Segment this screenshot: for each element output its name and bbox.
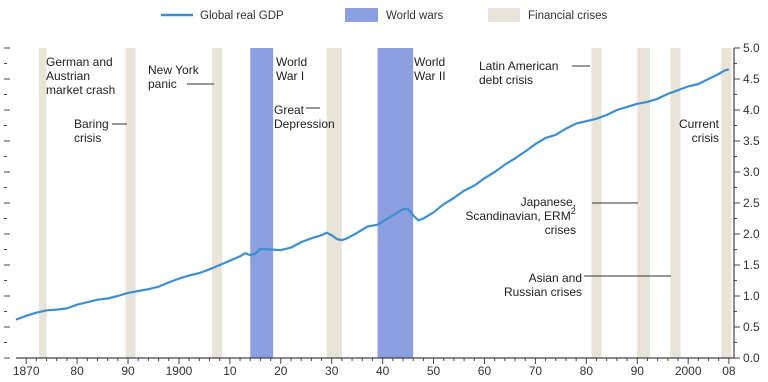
- x-tick-label: 1900: [166, 364, 193, 378]
- x-tick-label: 08: [722, 364, 736, 378]
- series-layer: [15, 68, 730, 321]
- annotation-label: Current crisis: [679, 117, 720, 145]
- x-tick-label: 60: [478, 364, 492, 378]
- x-tick-label: 40: [376, 364, 390, 378]
- annotation-line: crises: [545, 223, 576, 237]
- annotation-line: Great: [274, 103, 305, 117]
- annotation-label: Asian and Russian crises: [504, 271, 582, 299]
- x-tick-label: 50: [427, 364, 441, 378]
- annotation-line: market crash: [46, 83, 115, 97]
- y-tick-label: 0.0: [743, 351, 760, 365]
- y-tick-label: 0.5: [743, 320, 760, 334]
- annotation-label: Great Depression: [274, 103, 335, 131]
- legend-swatch-band: [345, 8, 378, 22]
- y-tick-label: 3.5: [743, 134, 760, 148]
- legend-label: Financial crises: [528, 10, 607, 22]
- annotation-label: World War I: [276, 55, 307, 83]
- annotation-label: Japanese, Scandinavian, ERM2 crises: [465, 195, 576, 237]
- annotation-line: Depression: [274, 117, 335, 131]
- annotations-layer: German and Austrian market crash New York pa…: [46, 55, 720, 299]
- annotation-line: crisis: [74, 131, 101, 145]
- x-tick-label: 90: [631, 364, 645, 378]
- financial-crisis-band: [721, 48, 732, 358]
- legend-label: World wars: [386, 10, 444, 22]
- x-tick-label: 80: [70, 364, 84, 378]
- legend: Global real GDP World wars Financial crise…: [161, 8, 607, 22]
- annotation-line: Austrian: [46, 69, 90, 83]
- y-tick-label: 4.0: [743, 103, 760, 117]
- axes-layer: 1870 80 90 1900 10 20 30 40 50 60 70 80 90 2000 08 0.0 0…: [4, 41, 760, 378]
- annotation-line: panic: [148, 77, 177, 91]
- annotation-label: New York panic: [148, 63, 200, 91]
- annotation-line: crisis: [692, 131, 719, 145]
- annotation-label: Latin American debt crisis: [479, 59, 558, 87]
- annotation-line: Current: [679, 117, 720, 131]
- x-tick-label: 90: [121, 364, 135, 378]
- annotation-label: German and Austrian market crash: [46, 55, 115, 97]
- annotation-label: Baring crisis: [74, 117, 109, 145]
- world-war-band: [377, 48, 414, 358]
- annotation-line: New York: [148, 63, 200, 77]
- legend-label: Global real GDP: [200, 10, 284, 22]
- y-tick-label: 5.0: [743, 41, 760, 55]
- x-tick-label: 70: [529, 364, 543, 378]
- annotation-line: Asian and: [529, 271, 582, 285]
- y-tick-label: 1.0: [743, 289, 760, 303]
- annotation-line: German and: [46, 55, 113, 69]
- world-war-band: [250, 48, 274, 358]
- x-tick-label: 2000: [675, 364, 702, 378]
- y-tick-label: 2.0: [743, 227, 760, 241]
- annotation-label: World War II: [414, 55, 446, 83]
- financial-crisis-band: [212, 48, 223, 358]
- y-tick-label: 3.0: [743, 165, 760, 179]
- y-tick-label: 1.5: [743, 258, 760, 272]
- financial-crisis-band: [125, 48, 136, 358]
- annotation-line: World: [276, 55, 307, 69]
- annotation-line: Japanese,: [521, 195, 576, 209]
- x-tick-label: 30: [325, 364, 339, 378]
- annotation-line: Russian crises: [504, 285, 582, 299]
- y-tick-label: 4.5: [743, 72, 760, 86]
- financial-crisis-band: [670, 48, 681, 358]
- series-line-global-real-gdp: [15, 68, 730, 321]
- y-tick-label: 2.5: [743, 196, 760, 210]
- financial-crisis-band: [326, 48, 342, 358]
- annotation-line: debt crisis: [479, 73, 533, 87]
- annotation-line: War II: [414, 69, 446, 83]
- annotation-line: World: [414, 55, 445, 69]
- annotation-line: Scandinavian, ERM: [465, 209, 570, 223]
- annotation-line: War I: [276, 69, 304, 83]
- financial-crisis-band: [38, 48, 47, 358]
- x-tick-label: 1870: [13, 364, 40, 378]
- legend-swatch-band: [488, 8, 520, 22]
- annotation-line: Baring: [74, 117, 109, 131]
- bands-layer: [38, 48, 732, 358]
- annotation-line: Latin American: [479, 59, 558, 73]
- financial-crisis-band: [637, 48, 650, 358]
- x-tick-label: 80: [580, 364, 594, 378]
- x-tick-label: 20: [274, 364, 288, 378]
- x-tick-label: 10: [223, 364, 237, 378]
- annotation-superscript: 2: [571, 206, 576, 216]
